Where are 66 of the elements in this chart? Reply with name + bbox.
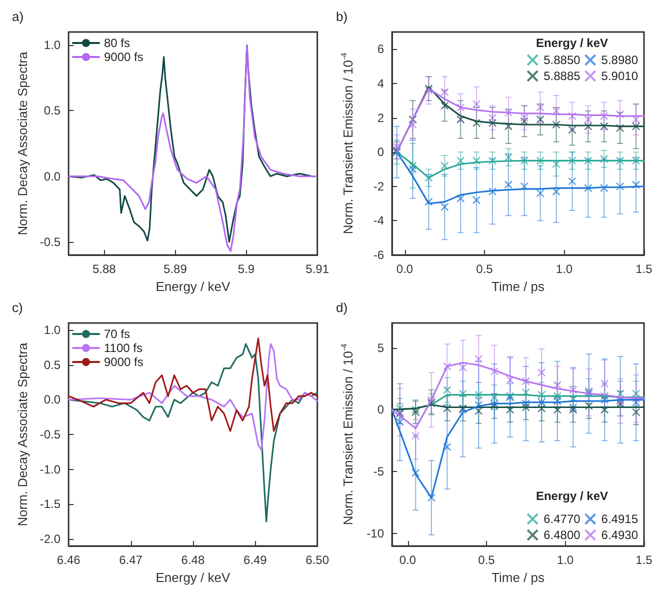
x-tick-label: 6.49	[243, 553, 268, 567]
legend-label: 80 fs	[104, 36, 130, 50]
x-tick-label: 6.46	[56, 553, 81, 567]
x-tick-label: 0.5	[476, 262, 494, 276]
y-axis-title: Norm. Transient Emission / 10-4	[340, 52, 356, 234]
legend-label: 9000 fs	[104, 355, 144, 369]
x-tick-label: 6.47	[119, 553, 143, 567]
x-tick-label: 6.50	[306, 553, 330, 567]
x-axis-title: Time / ps	[492, 278, 545, 294]
y-tick-label: 0.5	[44, 358, 61, 372]
legend-label: 5.8850	[544, 53, 581, 67]
y-tick-label: 1.0	[44, 322, 61, 337]
y-tick-label: -10	[366, 526, 384, 541]
x-axis-title: Energy / keV	[156, 570, 230, 585]
y-tick-label: -6	[373, 248, 384, 262]
legend-label: 6.4930	[601, 528, 638, 542]
x-tick-label: 1.0	[556, 553, 574, 567]
y-axis-title: Norm. Decay Associate Spectra	[15, 50, 30, 236]
y-tick-label: 4	[377, 76, 384, 90]
x-tick-label: 6.48	[181, 553, 205, 567]
y-tick-label: 6	[377, 42, 384, 56]
y-tick-label: 1.0	[44, 38, 61, 52]
x-tick-label: 1.5	[636, 553, 653, 567]
legend-label: 5.8980	[601, 53, 638, 67]
y-axis-title: Norm. Decay Associate Spectra	[15, 342, 30, 526]
y-tick-label: 0.0	[44, 169, 61, 184]
y-tick-label: 0.0	[44, 392, 61, 407]
y-tick-label: -2	[373, 179, 384, 194]
x-axis-title: Time / ps	[492, 570, 545, 585]
y-axis-title: Norm. Transient Emission / 10-4	[340, 343, 356, 526]
y-tick-label: -4	[373, 214, 384, 228]
y-tick-label: 0	[377, 145, 384, 160]
legend-label: 1100 fs	[104, 341, 142, 355]
y-tick-label: -5	[373, 464, 384, 479]
x-tick-label: 5.91	[306, 262, 330, 276]
legend-title: Energy / keV	[536, 36, 608, 50]
x-tick-label: 5.88	[92, 262, 116, 276]
x-axis-title: Energy / keV	[156, 278, 230, 294]
text: a)	[12, 9, 24, 24]
legend-label: 6.4800	[544, 528, 581, 542]
y-tick-label: -0.5	[40, 428, 61, 442]
x-tick-label: 1.5	[636, 262, 653, 276]
y-tick-label: -1.5	[40, 497, 61, 512]
y-tick-label: 0.5	[44, 104, 61, 118]
y-tick-label: -0.5	[40, 234, 61, 249]
y-tick-label: 5	[377, 340, 384, 355]
legend-label: 5.9010	[601, 69, 638, 83]
text: b)	[336, 9, 348, 24]
y-tick-label: 0	[377, 402, 384, 417]
legend-label: 9000 fs	[104, 50, 144, 64]
x-tick-label: 1.0	[556, 262, 573, 276]
x-tick-label: 0.0	[396, 262, 414, 276]
x-tick-label: 0.0	[399, 553, 416, 567]
x-tick-label: 0.5	[478, 553, 496, 567]
x-tick-label: 5.89	[164, 262, 188, 276]
text: c)	[12, 300, 23, 315]
legend-label: 6.4770	[544, 512, 581, 526]
y-tick-label: 2	[377, 110, 384, 125]
y-tick-label: -1.0	[40, 462, 61, 476]
legend-label: 6.4915	[601, 512, 638, 526]
legend-title: Energy / keV	[536, 489, 608, 503]
x-tick-label: 5.9	[238, 262, 255, 276]
text: d)	[336, 300, 348, 315]
legend-label: 5.8885	[544, 69, 581, 83]
y-tick-label: -2.0	[40, 532, 61, 546]
legend-label: 70 fs	[104, 327, 130, 341]
